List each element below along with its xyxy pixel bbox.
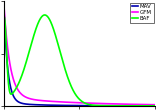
MAV — [99, 105, 101, 106]
MAV — [95, 105, 96, 106]
Legend: MAV, GFM, BAF: MAV, GFM, BAF — [130, 3, 154, 23]
GFM — [12, 79, 14, 80]
MAV — [154, 105, 156, 106]
BAF — [91, 104, 93, 106]
Line: BAF: BAF — [4, 15, 155, 106]
BAF — [117, 105, 119, 106]
BAF — [44, 14, 46, 16]
GFM — [117, 103, 119, 105]
BAF — [154, 105, 156, 106]
GFM — [91, 103, 93, 104]
GFM — [3, 8, 5, 9]
MAV — [91, 105, 93, 106]
MAV — [12, 95, 14, 97]
BAF — [133, 105, 135, 106]
Line: GFM: GFM — [4, 9, 155, 105]
GFM — [99, 103, 101, 104]
GFM — [133, 104, 135, 105]
BAF — [95, 105, 97, 106]
GFM — [95, 103, 96, 104]
BAF — [3, 16, 5, 17]
MAV — [117, 105, 119, 106]
MAV — [133, 105, 135, 106]
BAF — [12, 92, 14, 93]
Line: MAV: MAV — [4, 14, 155, 106]
GFM — [154, 104, 156, 105]
BAF — [99, 105, 101, 106]
MAV — [3, 13, 5, 15]
